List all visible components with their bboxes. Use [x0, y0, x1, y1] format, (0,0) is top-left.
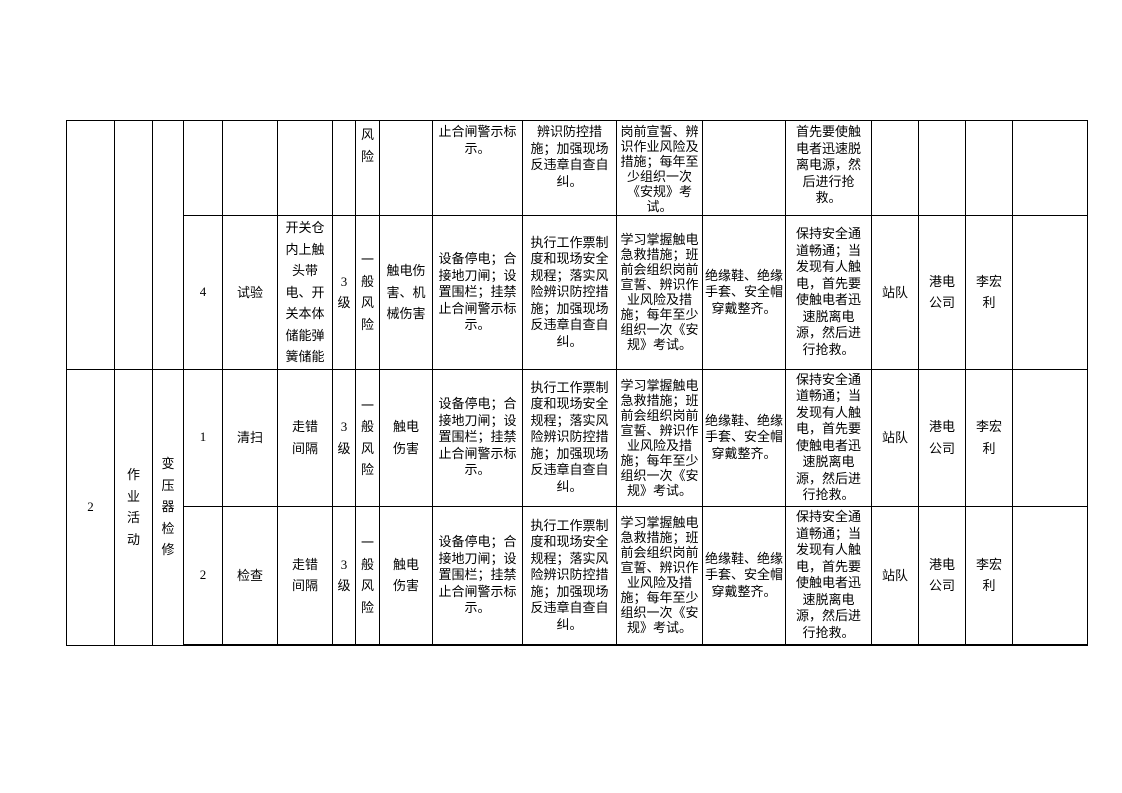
table-row-cleaning: 2 作业活动 变压器检修 1 清扫 走错间隔 3级 一般风险 触电伤害 设备停电…: [66, 368, 1088, 646]
cell-risk-grade: 3级: [332, 368, 356, 507]
cell-engineering-measures: 设备停电；合接地刀闸；设置围栏；挂禁止合闸警示标示。: [432, 215, 523, 370]
table-row-test: 4 试验 开关仓内上触头带电、开关本体储能弹簧储能 3级 一般风险 触电伤害、机…: [67, 215, 1088, 370]
cell-responsible-unit: 站队: [871, 215, 919, 370]
cell-harm-type: [379, 120, 433, 216]
cell-risk-level: 一般风险: [355, 368, 380, 507]
cell-risk-grade: 3级: [332, 215, 356, 370]
cell-harm-type: 触电伤害: [379, 505, 433, 646]
cell-work-step: 试验: [222, 215, 278, 370]
cell-remark: [1012, 215, 1088, 370]
cell-serial-no: 2: [66, 368, 115, 646]
table-row-continuation: 风险 止合闸警示标示。 辨识防控措施；加强现场反违章自查自纠。 岗前宣誓、辨识作…: [66, 120, 1088, 370]
cell-harm-type: 触电伤害、机械伤害: [379, 215, 433, 370]
cell-engineering-measures: 止合闸警示标示。: [432, 120, 523, 216]
cell-management-measures: 执行工作票制度和现场安全规程；落实风险辨识防控措施；加强现场反违章自查自纠。: [522, 368, 617, 507]
cell-responsible-unit: 站队: [871, 505, 919, 646]
cell-item-no: [183, 120, 223, 216]
cell-work-step: [222, 120, 278, 216]
cell-remark: [1012, 368, 1088, 507]
cell-risk-grade: [332, 120, 356, 216]
cell-item-no: 1: [183, 368, 223, 507]
cell-hazard-desc: 开关仓内上触头带电、开关本体储能弹簧储能: [277, 215, 333, 370]
cell-activity-category: [114, 120, 153, 370]
cell-item-no: 4: [183, 215, 223, 370]
cell-serial-no: [66, 120, 115, 370]
cell-engineering-measures: 设备停电；合接地刀闸；设置围栏；挂禁止合闸警示标示。: [432, 505, 523, 646]
cell-risk-level: 一般风险: [355, 215, 380, 370]
cell-training-measures: 学习掌握触电急救措施；班前会组织岗前宣誓、辨识作业风险及措施；每年至少组织一次《…: [616, 215, 703, 370]
cell-training-measures: 学习掌握触电急救措施；班前会组织岗前宣誓、辨识作业风险及措施；每年至少组织一次《…: [616, 368, 703, 507]
cell-risk-level: 一般风险: [355, 505, 380, 646]
cell-responsible-unit: [871, 120, 919, 216]
cell-engineering-measures: 设备停电；合接地刀闸；设置围栏；挂禁止合闸警示标示。: [432, 368, 523, 507]
cell-ppe-measures: [702, 120, 786, 216]
cell-remark: [1012, 120, 1088, 216]
cell-risk-grade: 3级: [332, 505, 356, 646]
cell-management-measures: 执行工作票制度和现场安全规程；落实风险辨识防控措施；加强现场反违章自查自纠。: [522, 505, 617, 646]
cell-emergency-measures: 保持安全通道畅通；当发现有人触电，首先要使触电者迅速脱离电源，然后进行抢救。: [785, 505, 872, 646]
cell-ppe-measures: 绝缘鞋、绝缘手套、安全帽穿戴整齐。: [702, 505, 786, 646]
cell-emergency-measures: 首先要使触电者迅速脱离电源，然后进行抢救。: [785, 120, 872, 216]
cell-work-step: 清扫: [222, 368, 278, 507]
cell-remark: [1012, 505, 1088, 646]
cell-training-measures: 学习掌握触电急救措施；班前会组织岗前宣誓、辨识作业风险及措施；每年至少组织一次《…: [616, 505, 703, 646]
cell-ppe-measures: 绝缘鞋、绝缘手套、安全帽穿戴整齐。: [702, 368, 786, 507]
cell-responsible-person: [965, 120, 1013, 216]
cell-management-measures: 辨识防控措施；加强现场反违章自查自纠。: [522, 120, 617, 216]
cell-training-measures: 岗前宣誓、辨识作业风险及措施；每年至少组织一次《安规》考试。: [616, 120, 703, 216]
cell-activity-category: 作业活动: [114, 368, 153, 646]
cell-harm-type: 触电伤害: [379, 368, 433, 507]
cell-risk-level: 风险: [355, 120, 380, 216]
cell-responsible-person: 李宏利: [965, 215, 1013, 370]
cell-emergency-measures: 保持安全通道畅通；当发现有人触电，首先要使触电者迅速脱离电源，然后进行抢救。: [785, 215, 872, 370]
cell-responsible-unit: 站队: [871, 368, 919, 507]
cell-responsible-person: 李宏利: [965, 505, 1013, 646]
risk-assessment-table: 风险 止合闸警示标示。 辨识防控措施；加强现场反违章自查自纠。 岗前宣誓、辨识作…: [66, 120, 1088, 646]
cell-supervising-unit: [918, 120, 966, 216]
cell-activity-name: [152, 120, 184, 370]
cell-supervising-unit: 港电公司: [918, 505, 966, 646]
cell-supervising-unit: 港电公司: [918, 215, 966, 370]
cell-ppe-measures: 绝缘鞋、绝缘手套、安全帽穿戴整齐。: [702, 215, 786, 370]
cell-supervising-unit: 港电公司: [918, 368, 966, 507]
cell-management-measures: 执行工作票制度和现场安全规程；落实风险辨识防控措施；加强现场反违章自查自纠。: [522, 215, 617, 370]
cell-hazard-desc: [277, 120, 333, 216]
cell-emergency-measures: 保持安全通道畅通；当发现有人触电，首先要使触电者迅速脱离电源，然后进行抢救。: [785, 368, 872, 507]
cell-work-step: 检查: [222, 505, 278, 646]
cell-hazard-desc: 走错间隔: [277, 505, 333, 646]
cell-activity-name: 变压器检修: [152, 368, 184, 646]
cell-responsible-person: 李宏利: [965, 368, 1013, 507]
cell-hazard-desc: 走错间隔: [277, 368, 333, 507]
cell-item-no: 2: [183, 505, 223, 646]
table-row-inspection: 2 检查 走错间隔 3级 一般风险 触电伤害 设备停电；合接地刀闸；设置围栏；挂…: [67, 505, 1088, 646]
